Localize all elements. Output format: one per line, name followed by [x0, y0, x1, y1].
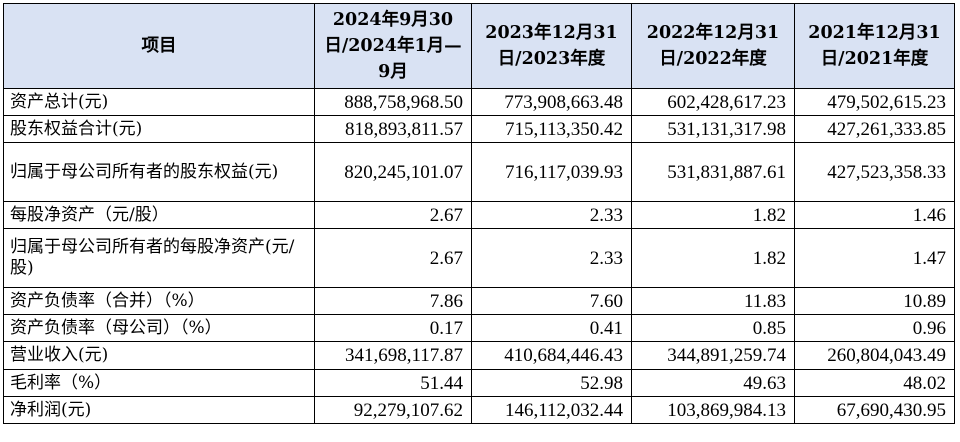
cell-value: 1.82 [631, 201, 795, 229]
cell-value: 773,908,663.48 [471, 88, 632, 116]
cell-value: 0.85 [631, 314, 795, 342]
cell-value: 2.33 [471, 201, 632, 229]
cell-value: 2.33 [471, 228, 632, 288]
cell-value: 888,758,968.50 [314, 88, 472, 116]
table-row: 净利润(元) 92,279,107.62 146,112,032.44 103,… [3, 396, 955, 424]
header-period-2021: 2021年12月31日/2021年度 [794, 3, 955, 89]
cell-value: 48.02 [794, 369, 955, 397]
cell-value: 531,131,317.98 [631, 115, 795, 143]
cell-value: 2.67 [314, 201, 472, 229]
cell-value: 427,261,333.85 [794, 115, 955, 143]
row-label: 资产负债率（合并）（%） [3, 287, 315, 315]
cell-value: 11.83 [631, 287, 795, 315]
cell-value: 49.63 [631, 369, 795, 397]
cell-value: 2.67 [314, 228, 472, 288]
table-row: 每股净资产（元/股） 2.67 2.33 1.82 1.46 [3, 201, 955, 229]
row-label: 资产负债率（母公司）（%） [3, 314, 315, 342]
row-label: 资产总计(元) [3, 88, 315, 116]
cell-value: 715,113,350.42 [471, 115, 632, 143]
cell-value: 820,245,101.07 [314, 142, 472, 202]
header-period-2023: 2023年12月31日/2023年度 [471, 3, 632, 89]
cell-value: 602,428,617.23 [631, 88, 795, 116]
cell-value: 344,891,259.74 [631, 341, 795, 370]
table-row: 资产负债率（合并）（%） 7.86 7.60 11.83 10.89 [3, 287, 955, 315]
row-label: 毛利率（%） [3, 369, 315, 397]
cell-value: 427,523,358.33 [794, 142, 955, 202]
row-label: 营业收入(元) [3, 341, 315, 370]
cell-value: 479,502,615.23 [794, 88, 955, 116]
row-label: 归属于母公司所有者的每股净资产(元/股) [3, 228, 315, 288]
cell-value: 818,893,811.57 [314, 115, 472, 143]
header-item: 项目 [3, 3, 315, 89]
cell-value: 1.82 [631, 228, 795, 288]
cell-value: 341,698,117.87 [314, 341, 472, 370]
cell-value: 1.47 [794, 228, 955, 288]
cell-value: 51.44 [314, 369, 472, 397]
header-period-2024q3: 2024年9月30日/2024年1月—9月 [314, 3, 472, 89]
table-row: 归属于母公司所有者的股东权益(元) 820,245,101.07 716,117… [3, 142, 955, 202]
cell-value: 531,831,887.61 [631, 142, 795, 202]
cell-value: 67,690,430.95 [794, 396, 955, 424]
header-period-2022: 2022年12月31日/2022年度 [631, 3, 795, 89]
cell-value: 0.41 [471, 314, 632, 342]
financial-summary-table: 项目 2024年9月30日/2024年1月—9月 2023年12月31日/202… [3, 3, 955, 424]
cell-value: 716,117,039.93 [471, 142, 632, 202]
cell-value: 0.17 [314, 314, 472, 342]
row-label: 归属于母公司所有者的股东权益(元) [3, 142, 315, 202]
cell-value: 1.46 [794, 201, 955, 229]
table-row: 资产总计(元) 888,758,968.50 773,908,663.48 60… [3, 88, 955, 116]
cell-value: 10.89 [794, 287, 955, 315]
table-row: 毛利率（%） 51.44 52.98 49.63 48.02 [3, 369, 955, 397]
cell-value: 52.98 [471, 369, 632, 397]
header-row: 项目 2024年9月30日/2024年1月—9月 2023年12月31日/202… [3, 3, 955, 89]
cell-value: 103,869,984.13 [631, 396, 795, 424]
row-label: 股东权益合计(元) [3, 115, 315, 143]
table-row: 资产负债率（母公司）（%） 0.17 0.41 0.85 0.96 [3, 314, 955, 342]
cell-value: 7.86 [314, 287, 472, 315]
cell-value: 0.96 [794, 314, 955, 342]
table-row: 股东权益合计(元) 818,893,811.57 715,113,350.42 … [3, 115, 955, 143]
table-row: 归属于母公司所有者的每股净资产(元/股) 2.67 2.33 1.82 1.47 [3, 228, 955, 288]
cell-value: 92,279,107.62 [314, 396, 472, 424]
table-row: 营业收入(元) 341,698,117.87 410,684,446.43 34… [3, 341, 955, 370]
row-label: 净利润(元) [3, 396, 315, 424]
cell-value: 7.60 [471, 287, 632, 315]
cell-value: 146,112,032.44 [471, 396, 632, 424]
cell-value: 260,804,043.49 [794, 341, 955, 370]
row-label: 每股净资产（元/股） [3, 201, 315, 229]
cell-value: 410,684,446.43 [471, 341, 632, 370]
